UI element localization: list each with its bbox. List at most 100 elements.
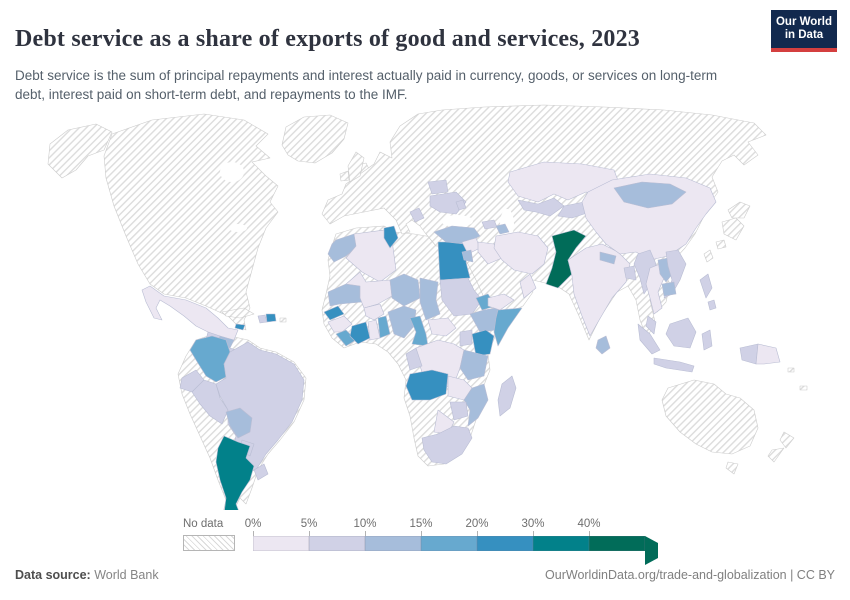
legend-tick-label: 15% — [409, 518, 433, 530]
legend-bin-15–20%[interactable] — [421, 536, 477, 551]
country-mexico[interactable] — [141, 285, 239, 341]
chart-footer: Data source: World Bank OurWorldinData.o… — [15, 568, 835, 588]
legend-tick-label: 40% — [577, 518, 601, 530]
country-guinea[interactable] — [327, 315, 353, 333]
country-angola[interactable] — [405, 369, 449, 401]
legend-bin-5–10%[interactable] — [309, 536, 365, 551]
hudson-bay — [220, 162, 244, 182]
landmass-new-zealand-north — [779, 431, 795, 449]
data-countries[interactable] — [141, 161, 781, 521]
legend-tick-label: 5% — [300, 518, 318, 530]
country-mozambique[interactable] — [463, 383, 489, 427]
country-azerbaijan[interactable] — [495, 223, 510, 235]
country-indonesia-java[interactable] — [653, 357, 695, 373]
country-cote-divoire[interactable] — [349, 321, 371, 345]
country-kenya[interactable] — [471, 329, 495, 357]
legend-tick-label: 20% — [465, 518, 489, 530]
country-uruguay[interactable] — [253, 463, 269, 481]
legend-no-data-swatch[interactable] — [183, 535, 235, 551]
country-belarus[interactable] — [427, 179, 449, 195]
country-tanzania[interactable] — [459, 349, 489, 381]
country-bangladesh[interactable] — [623, 265, 637, 281]
landmass-cuba — [221, 307, 255, 319]
black-sea — [441, 215, 473, 227]
great-lakes — [229, 224, 247, 232]
legend-bin-0–5%[interactable] — [253, 536, 309, 551]
country-jamaica[interactable] — [234, 323, 246, 331]
country-congo[interactable] — [405, 347, 423, 371]
legend-color-bar[interactable] — [253, 536, 658, 565]
legend-no-data-label: No data — [183, 518, 224, 530]
country-cambodia[interactable] — [661, 281, 677, 297]
legend-bin-30–40%[interactable] — [533, 536, 589, 551]
country-balkans[interactable] — [409, 207, 425, 223]
country-somalia[interactable] — [493, 307, 523, 347]
country-central-african-republic[interactable] — [427, 317, 457, 337]
country-bolivia[interactable] — [225, 407, 253, 439]
country-south-africa[interactable] — [421, 425, 473, 465]
page-title: Debt service as a share of exports of go… — [15, 26, 641, 53]
country-dominican-republic[interactable] — [265, 313, 277, 323]
country-papua-new-guinea[interactable] — [755, 343, 781, 365]
inland-seas — [220, 162, 514, 239]
country-zimbabwe[interactable] — [449, 401, 469, 421]
country-kyrgyzstan-tajikistan[interactable] — [557, 201, 591, 219]
legend-arrow — [645, 536, 658, 565]
landmass-pacific-islands — [787, 367, 808, 391]
country-madagascar[interactable] — [497, 375, 517, 417]
legend-bin-10–15%[interactable] — [365, 536, 421, 551]
country-uzbekistan[interactable] — [517, 197, 565, 217]
country-indonesia-borneo[interactable] — [665, 317, 697, 349]
country-sri-lanka[interactable] — [595, 335, 611, 355]
country-iran[interactable] — [493, 231, 549, 275]
landmass-australia — [661, 379, 759, 455]
world-map[interactable] — [0, 100, 850, 525]
landmass-japan-honshu — [721, 217, 745, 241]
country-tunisia[interactable] — [383, 225, 399, 249]
country-mali[interactable] — [345, 271, 393, 309]
country-indonesia-papua[interactable] — [739, 343, 759, 365]
country-nepal[interactable] — [599, 251, 617, 265]
country-haiti[interactable] — [257, 314, 268, 324]
country-jordan-israel[interactable] — [461, 249, 474, 263]
country-yemen[interactable] — [487, 293, 515, 311]
country-oman[interactable] — [519, 273, 537, 299]
country-senegal[interactable] — [323, 305, 345, 321]
country-ukraine[interactable] — [429, 191, 467, 215]
country-philippines-south[interactable] — [707, 299, 717, 311]
country-chad[interactable] — [419, 277, 441, 321]
owid-logo[interactable]: Our World in Data — [771, 10, 837, 52]
country-moldova[interactable] — [455, 199, 467, 211]
legend-tick-label: 0% — [244, 518, 262, 530]
country-togo-benin[interactable] — [377, 315, 391, 339]
country-india[interactable] — [567, 243, 631, 337]
legend-bin-20–30%[interactable] — [477, 536, 533, 551]
chart-subtitle: Debt service is the sum of principal rep… — [15, 67, 718, 103]
country-indonesia-sulawesi[interactable] — [701, 329, 713, 351]
owid-logo-line1: Our World — [775, 15, 832, 28]
legend-no-data[interactable]: No data — [183, 518, 235, 551]
country-indonesia-sumatra[interactable] — [637, 323, 661, 355]
owid-logo-line2: in Data — [784, 29, 824, 41]
country-philippines[interactable] — [699, 273, 713, 299]
country-malaysia[interactable] — [645, 315, 657, 335]
landmass-tasmania — [725, 461, 739, 475]
landmass-new-zealand-south — [767, 447, 785, 463]
country-uganda[interactable] — [459, 329, 473, 347]
landmass-japan-kyushu — [715, 239, 727, 250]
country-sudan[interactable] — [439, 277, 483, 317]
landmass-taiwan — [703, 249, 714, 263]
country-argentina[interactable] — [215, 435, 255, 521]
country-mongolia[interactable] — [613, 181, 687, 209]
attribution-link[interactable]: OurWorldinData.org/trade-and-globalizati… — [545, 568, 835, 582]
choropleth-svg[interactable] — [0, 100, 850, 525]
data-source-label: Data source: — [15, 568, 91, 582]
legend-tick-label: 30% — [521, 518, 545, 530]
legend-bin->40%[interactable] — [589, 536, 645, 551]
country-georgia-armenia[interactable] — [481, 219, 498, 230]
country-turkey[interactable] — [433, 225, 481, 245]
data-source-value: World Bank — [90, 568, 159, 582]
landmass-puerto-rico — [279, 317, 287, 323]
country-burkina-faso[interactable] — [363, 303, 385, 321]
